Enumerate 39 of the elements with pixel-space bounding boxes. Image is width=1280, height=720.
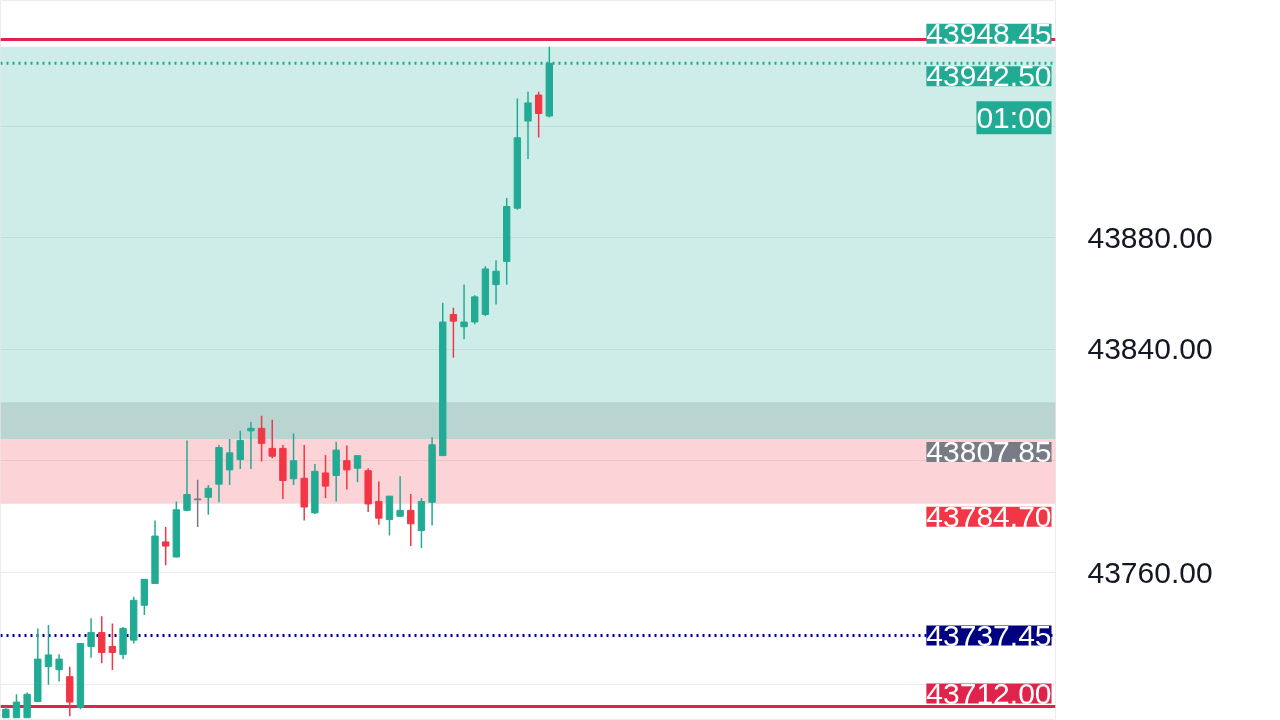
candlestick (460, 283, 468, 341)
candlestick (247, 421, 255, 470)
candlestick (353, 454, 362, 483)
candlestick (44, 624, 53, 686)
candlestick (407, 493, 415, 547)
y-tick-label: 43840.00 (1087, 332, 1213, 366)
candlestick (225, 438, 234, 486)
candlestick (236, 430, 244, 470)
candlestick (449, 307, 458, 359)
candlestick (396, 475, 404, 518)
candlestick (12, 693, 21, 719)
ref-line-label: 43712.00 (926, 676, 1052, 710)
candlestick (87, 617, 95, 659)
annotation: 01:00 (976, 101, 1052, 135)
ref-line-label: 43942.50 (926, 59, 1052, 93)
y-tick-label: 43880.00 (1087, 220, 1213, 254)
candlestick (183, 439, 191, 512)
candlestick (375, 480, 383, 526)
candlestick (23, 691, 31, 719)
candlestick (534, 91, 543, 139)
candlestick (268, 418, 276, 459)
band-label: 43807.85 (926, 435, 1052, 469)
candlestick (524, 91, 532, 160)
band-label: 43784.70 (926, 499, 1052, 533)
candlestick (492, 259, 500, 306)
candlestick (385, 495, 394, 537)
candlestick (289, 432, 298, 486)
candlestick (204, 484, 212, 516)
ref-line-label: 43737.45 (926, 618, 1052, 652)
candlestick (55, 653, 63, 683)
candlestick (98, 615, 106, 665)
candlestick (321, 454, 330, 499)
candlestick (257, 415, 266, 463)
candlestick (193, 478, 202, 528)
candlestick (161, 526, 170, 567)
band-label: 43948.45 (926, 16, 1052, 50)
candlestick (343, 444, 351, 491)
candlestick (108, 622, 117, 671)
y-tick-label: 43760.00 (1087, 555, 1213, 589)
